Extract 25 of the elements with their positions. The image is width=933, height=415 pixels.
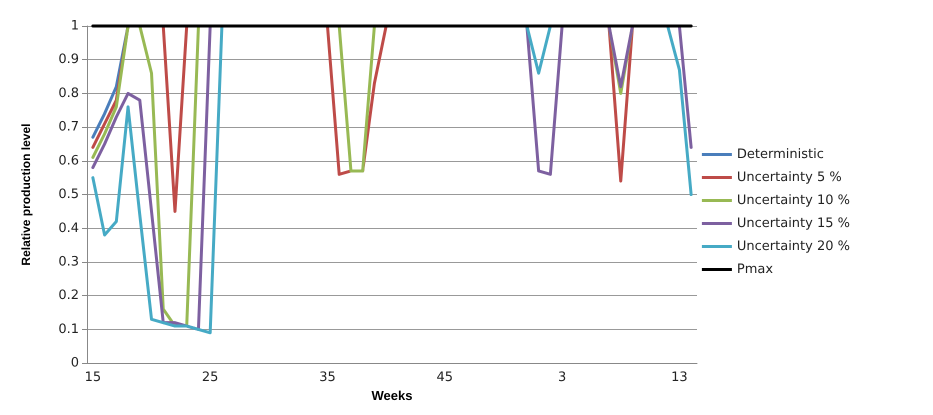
y-tick-label: 0.3 — [58, 254, 79, 270]
legend-label: Deterministic — [736, 147, 824, 162]
x-axis-title: Weeks — [372, 388, 412, 403]
legend-label: Uncertainty 10 % — [736, 193, 850, 208]
y-tick-label: 0.5 — [58, 187, 79, 202]
y-axis-title: Relative production level — [19, 124, 33, 266]
x-tick-label: 3 — [558, 370, 566, 386]
y-tick-label: 0.6 — [58, 153, 79, 168]
y-tick-label: 1 — [70, 18, 79, 34]
legend-label: Pmax — [736, 262, 774, 277]
y-tick-label: 0.7 — [58, 120, 79, 135]
legend-label: Uncertainty 5 % — [736, 170, 842, 185]
x-tick-label: 25 — [202, 370, 218, 386]
x-tick-label: 15 — [84, 370, 102, 386]
y-tick-label: 0.4 — [58, 220, 79, 236]
y-tick-label: 0.9 — [58, 52, 79, 68]
x-tick-label: 35 — [319, 370, 336, 386]
legend-label: Uncertainty 20 % — [736, 239, 850, 254]
legend-label: Uncertainty 15 % — [736, 216, 850, 231]
x-tick-label: 45 — [436, 370, 454, 386]
y-tick-label: 0.8 — [58, 86, 79, 101]
x-tick-label: 13 — [671, 370, 688, 386]
y-tick-label: 0 — [70, 356, 79, 371]
y-tick-label: 0.1 — [58, 322, 79, 337]
y-tick-label: 0.2 — [58, 288, 79, 304]
